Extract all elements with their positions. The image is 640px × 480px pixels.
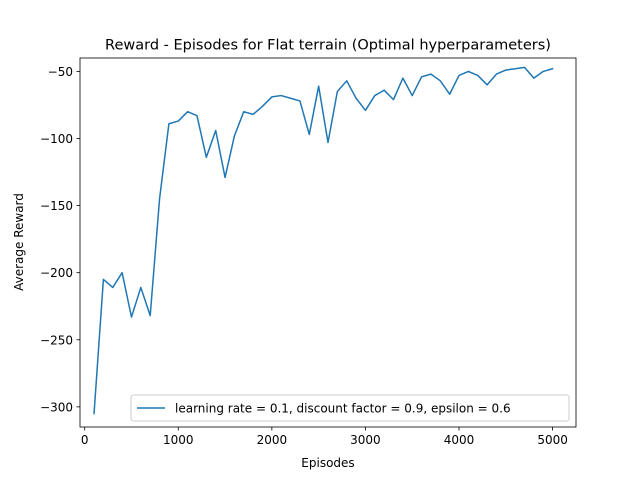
x-tick-label: 1000 [163,433,194,447]
series-line-0 [93,66,554,415]
plot-area: 0 1000 2000 3000 4000 5000 −300 −250 −200 −150 −10… [40,57,577,447]
x-axis-label: Episodes [301,456,354,470]
y-tick-label: −50 [48,65,73,79]
y-tick-label: −100 [40,132,73,146]
x-tick-label: 4000 [444,433,475,447]
y-tick-label: −150 [40,199,73,213]
x-tick-label: 3000 [350,433,381,447]
x-tick-label: 0 [81,433,89,447]
chart-title: Reward - Episodes for Flat terrain (Opti… [105,38,551,54]
legend-label: learning rate = 0.1, discount factor = 0… [175,402,511,416]
y-tick-label: −300 [40,400,73,414]
y-tick-label: −200 [40,266,73,280]
legend-box [130,394,570,422]
axes-frame [79,57,577,428]
y-tick-label: −250 [40,333,73,347]
x-tick-label: 2000 [257,433,288,447]
legend: learning rate = 0.1, discount factor = 0… [130,394,570,422]
y-axis-label: Average Reward [12,193,26,291]
x-tick-label: 5000 [537,433,568,447]
